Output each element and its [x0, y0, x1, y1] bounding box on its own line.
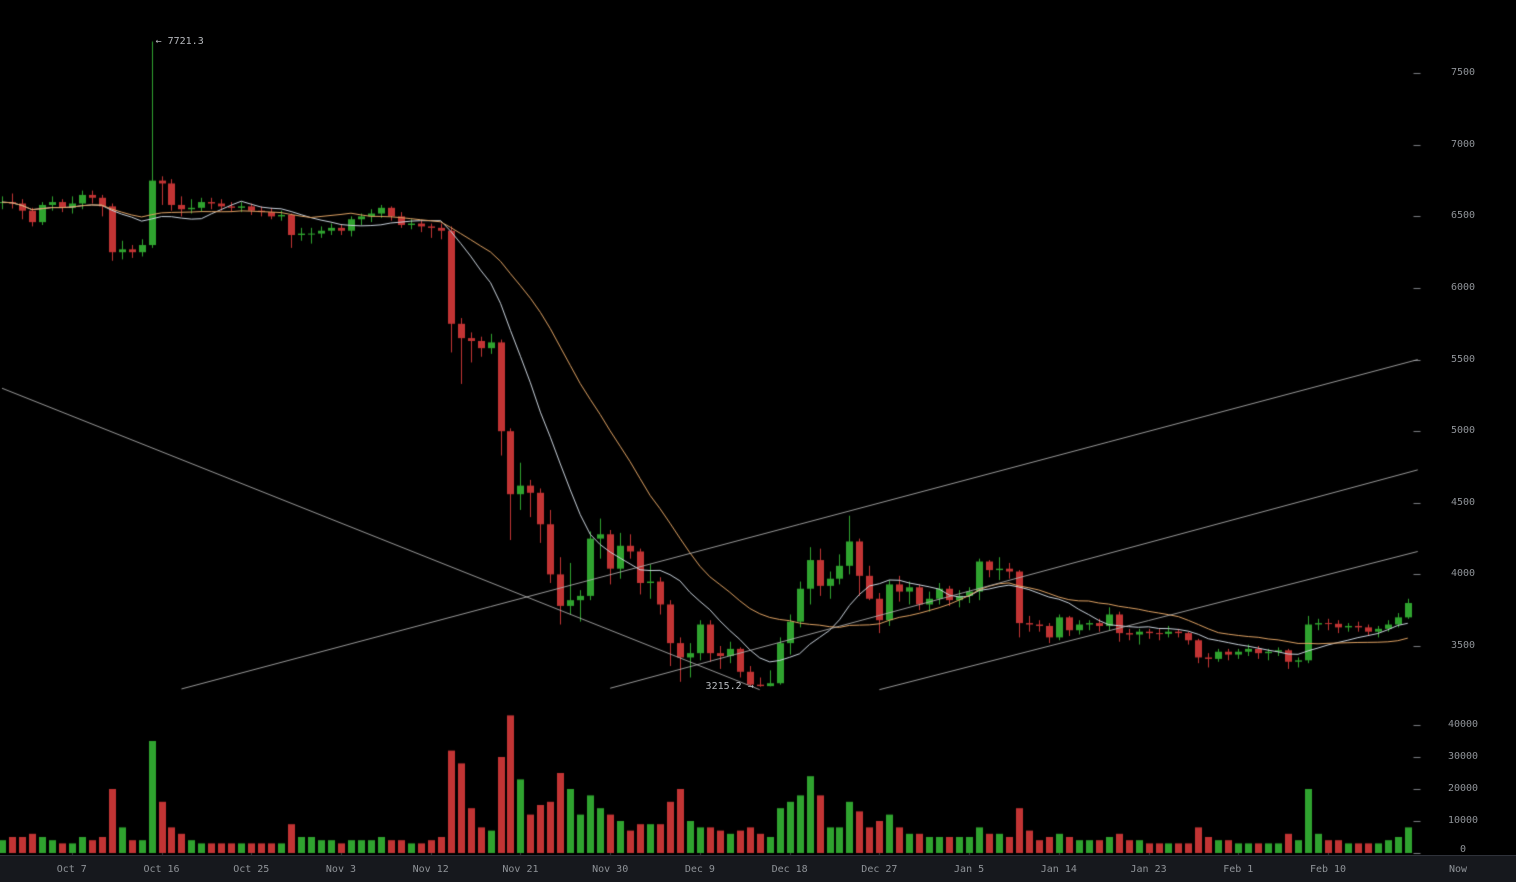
date-tick-label: Feb 1 — [1223, 864, 1254, 875]
date-tick-label: Oct 25 — [233, 864, 270, 875]
high-price-annotation: ← 7721.3 — [155, 35, 204, 47]
candlestick-price-volume-canvas[interactable] — [0, 0, 1516, 856]
date-tick-label: Dec 18 — [771, 864, 808, 875]
date-tick-label: Nov 21 — [502, 864, 539, 875]
date-tick-label: Nov 12 — [412, 864, 449, 875]
date-tick-label: Nov 30 — [592, 864, 629, 875]
date-tick-label: Jan 23 — [1130, 864, 1167, 875]
date-tick-label: Dec 27 — [861, 864, 898, 875]
time-axis-bar[interactable]: Oct 7 Oct 16 Oct 25 Nov 3 Nov 12 Nov 21 Nov 30… — [0, 855, 1516, 882]
date-tick-label: Nov 3 — [325, 864, 357, 875]
low-price-annotation: 3215.2 → — [705, 680, 754, 692]
date-tick-label: Oct 7 — [56, 864, 87, 875]
date-tick-label: Jan 14 — [1040, 864, 1077, 875]
date-tick-label: Feb 10 — [1309, 864, 1347, 875]
date-tick-label: Dec 9 — [684, 864, 715, 875]
now-label: Now — [1448, 864, 1468, 875]
date-tick-label: Jan 5 — [954, 864, 985, 875]
date-tick-label: Oct 16 — [143, 864, 180, 875]
